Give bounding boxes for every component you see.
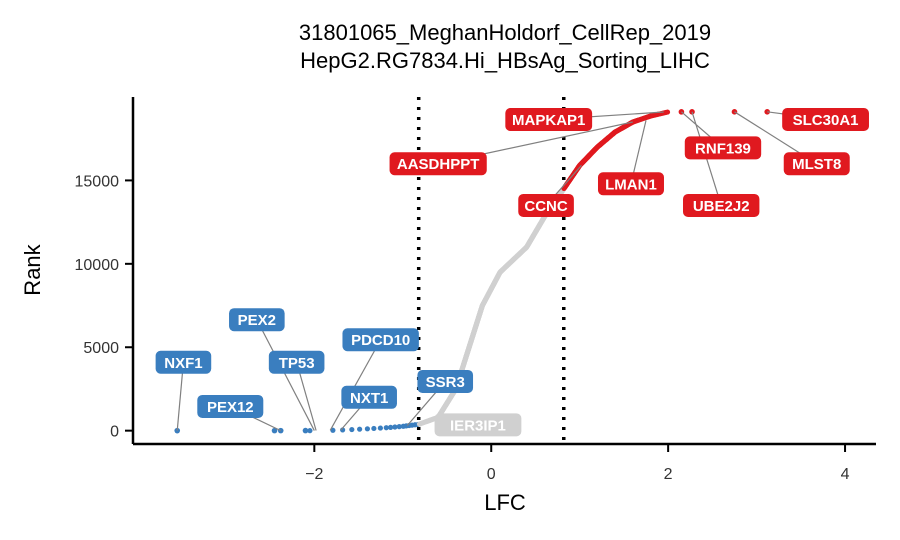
outlier-point — [277, 427, 284, 434]
label-box — [683, 193, 760, 217]
label-box — [597, 172, 664, 196]
label-tp53: TP53 — [268, 350, 325, 374]
y-tick-label: 10000 — [75, 257, 120, 274]
label-text: IER3IP1 — [450, 417, 506, 434]
label-nxt1: NXT1 — [341, 385, 397, 409]
label-lman1: LMAN1 — [597, 172, 664, 196]
label-text: PEX2 — [238, 312, 276, 329]
data-point — [307, 428, 313, 434]
label-text: PDCD10 — [351, 332, 410, 349]
label-box — [197, 394, 264, 418]
label-pex2: PEX2 — [229, 308, 285, 332]
data-point — [377, 425, 383, 431]
label-box — [341, 385, 397, 409]
x-tick-label: 4 — [841, 466, 850, 483]
connector-pdcd10 — [329, 339, 382, 431]
data-point — [396, 424, 402, 430]
label-nxf1: NXF1 — [155, 350, 212, 374]
label-text: LMAN1 — [605, 176, 657, 193]
label-text: SSR3 — [426, 374, 465, 391]
label-box — [342, 328, 419, 352]
x-tick-label: 0 — [487, 466, 496, 483]
y-axis-ticks: 0 5000 10000 15000 — [75, 173, 133, 441]
x-tick-label: −2 — [305, 466, 323, 483]
y-tick-label: 15000 — [75, 173, 120, 190]
data-point — [349, 426, 355, 433]
label-ssr3: SSR3 — [417, 369, 474, 393]
x-tick-label: 2 — [664, 466, 673, 483]
label-text: MAPKAP1 — [512, 112, 585, 129]
label-text: NXF1 — [164, 355, 202, 372]
data-point — [357, 426, 363, 432]
data-point — [371, 425, 377, 432]
label-aasdhppt: AASDHPPT — [389, 152, 487, 176]
label-ube2j2: UBE2J2 — [683, 193, 760, 217]
label-pdcd10: PDCD10 — [342, 328, 419, 352]
label-box — [389, 152, 487, 176]
label-box — [518, 193, 574, 217]
y-axis-label: Rank — [20, 243, 45, 295]
label-text: RNF139 — [695, 140, 751, 157]
label-box — [268, 350, 325, 374]
label-box — [505, 108, 593, 132]
x-axis-ticks: −2 0 2 4 — [305, 444, 850, 483]
label-text: PEX12 — [207, 399, 254, 416]
label-text: CCNC — [524, 198, 567, 215]
data-point — [664, 109, 671, 115]
outlier-point — [271, 427, 278, 434]
label-text: AASDHPPT — [397, 156, 480, 173]
y-tick-label: 5000 — [83, 340, 119, 357]
label-slc30a1: SLC30A1 — [782, 108, 869, 132]
label-box — [417, 369, 474, 393]
label-ccnc: CCNC — [518, 193, 574, 217]
chart-title-line-1: 31801065_MeghanHoldorf_CellRep_2019 — [299, 20, 711, 45]
label-pex12: PEX12 — [197, 394, 264, 418]
label-ier3ip1: IER3IP1 — [434, 413, 522, 437]
label-text: TP53 — [279, 355, 315, 372]
data-point — [387, 424, 394, 430]
data-point — [383, 425, 389, 431]
label-text: SLC30A1 — [793, 112, 859, 129]
gene-labels: NXF1 PEX12 PEX2 TP53 PDCD10 NXT1 SSR3 IER3IP1 MA… — [155, 108, 869, 437]
outlier-point — [174, 427, 181, 434]
data-point — [364, 426, 370, 432]
connector-pex2 — [256, 319, 315, 431]
label-text: MLST8 — [792, 156, 841, 173]
label-box — [155, 350, 212, 374]
label-rnf139: RNF139 — [684, 136, 762, 160]
label-text: NXT1 — [350, 390, 388, 407]
label-box — [229, 308, 285, 332]
label-box — [783, 152, 850, 176]
data-point — [392, 424, 398, 430]
outlier-point — [302, 427, 309, 434]
label-mlst8: MLST8 — [783, 152, 850, 176]
label-box — [684, 136, 762, 160]
chart-title-line-2: HepG2.RG7834.Hi_HBsAg_Sorting_LIHC — [300, 48, 710, 73]
label-text: UBE2J2 — [693, 198, 750, 215]
label-mapkap1: MAPKAP1 — [505, 108, 593, 132]
label-box — [434, 413, 522, 437]
y-tick-label: 0 — [110, 424, 119, 441]
outlier-point — [689, 109, 695, 115]
label-box — [782, 108, 869, 132]
outlier-point — [731, 109, 738, 115]
x-axis-label: LFC — [484, 490, 526, 515]
